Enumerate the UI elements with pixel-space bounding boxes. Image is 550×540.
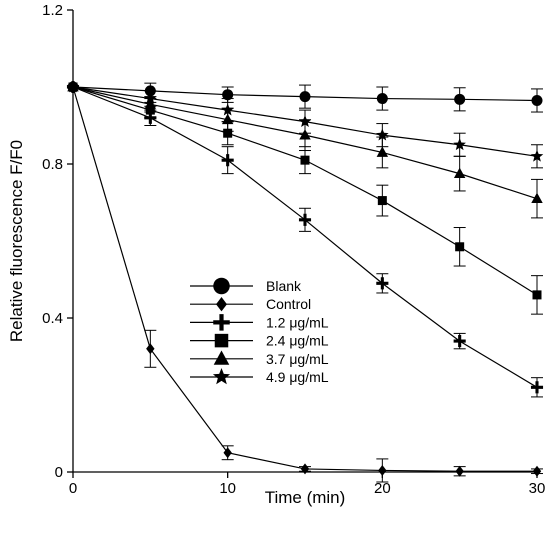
star-marker — [376, 128, 389, 141]
circle-marker — [531, 94, 543, 106]
star-marker — [212, 368, 231, 385]
circle-marker — [213, 277, 230, 295]
circle-marker — [454, 93, 466, 105]
legend-entry: Blank — [190, 277, 302, 295]
legend-label: 3.7 μg/mL — [266, 351, 329, 367]
series — [68, 81, 543, 483]
legend-label: Control — [266, 296, 311, 312]
diamond-marker — [378, 464, 387, 476]
square-marker — [532, 290, 542, 300]
star-marker — [298, 115, 312, 127]
series — [66, 80, 544, 169]
triangle-marker — [453, 167, 466, 179]
legend-entry: 2.4 μg/mL — [190, 333, 329, 349]
y-tick-label: 0.8 — [42, 156, 63, 173]
square-marker — [377, 196, 387, 206]
star-marker — [221, 103, 234, 116]
plus-marker — [298, 213, 312, 226]
y-axis-label: Relative fluorescence F/F0 — [7, 140, 26, 342]
plus-marker — [530, 381, 544, 394]
square-marker — [223, 128, 233, 138]
diamond-marker — [216, 297, 227, 312]
triangle-marker — [531, 192, 543, 204]
plus-marker — [221, 154, 234, 167]
plus-marker — [453, 335, 466, 348]
legend-label: Blank — [266, 278, 302, 294]
legend-label: 4.9 μg/mL — [266, 369, 329, 385]
y-tick-label: 0.4 — [42, 310, 63, 327]
triangle-marker — [299, 129, 311, 140]
legend-entry: 3.7 μg/mL — [190, 350, 329, 367]
diamond-marker — [146, 343, 155, 355]
legend-label: 1.2 μg/mL — [266, 314, 329, 330]
diamond-marker — [455, 465, 464, 477]
x-axis-label: Time (min) — [265, 488, 346, 507]
x-tick-label: 20 — [374, 480, 391, 497]
axes: 0 10 20 30 0 0.4 0.8 1.2 — [42, 2, 545, 497]
star-marker — [453, 138, 466, 151]
x-tick-label: 10 — [219, 480, 236, 497]
legend-entry: 1.2 μg/mL — [190, 314, 329, 331]
legend-label: 2.4 μg/mL — [266, 333, 329, 349]
circle-marker — [376, 93, 388, 105]
triangle-marker — [376, 146, 389, 157]
diamond-marker — [532, 465, 542, 477]
circle-marker — [222, 89, 234, 101]
star-marker — [144, 91, 157, 104]
triangle-marker — [213, 350, 230, 365]
square-marker — [300, 155, 310, 165]
legend: Blank Control 1.2 μg/mL 2.4 μg/mL 3.7 μg/mL 4… — [190, 277, 329, 385]
square-marker — [214, 333, 229, 348]
y-tick-label: 0 — [55, 464, 63, 481]
x-tick-label: 0 — [69, 480, 77, 497]
legend-entry: Control — [190, 296, 311, 312]
diamond-marker — [223, 447, 232, 459]
x-tick-label: 30 — [529, 480, 546, 497]
square-marker — [455, 242, 465, 252]
plus-marker — [376, 277, 389, 290]
plus-marker — [213, 314, 230, 331]
diamond-marker — [300, 463, 310, 475]
series-layer — [66, 80, 544, 483]
circle-marker — [299, 91, 311, 103]
y-tick-label: 1.2 — [42, 2, 63, 19]
star-marker — [530, 149, 544, 162]
legend-entry: 4.9 μg/mL — [190, 368, 329, 385]
star-marker — [66, 80, 80, 93]
